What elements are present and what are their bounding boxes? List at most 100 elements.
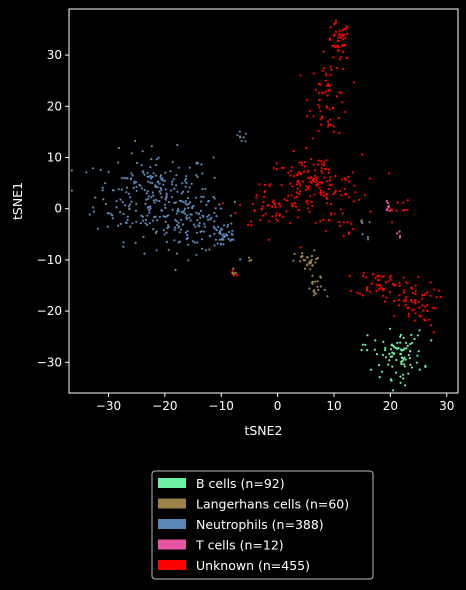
- data-point: [305, 115, 309, 118]
- data-point: [370, 282, 373, 285]
- data-point: [296, 216, 299, 219]
- data-point: [313, 193, 316, 196]
- data-point: [172, 178, 175, 181]
- data-point: [371, 273, 374, 276]
- data-point: [341, 178, 344, 181]
- data-point: [329, 179, 332, 182]
- data-point: [145, 198, 148, 201]
- data-point: [396, 201, 400, 204]
- data-point: [308, 287, 311, 290]
- data-point: [229, 239, 232, 242]
- data-point: [195, 253, 198, 256]
- points-layer: [70, 19, 442, 392]
- data-point: [418, 306, 421, 309]
- data-point: [316, 256, 320, 260]
- data-point: [131, 174, 134, 177]
- data-point: [375, 289, 378, 293]
- data-point: [433, 307, 436, 310]
- data-point: [251, 202, 254, 205]
- data-point: [144, 202, 147, 206]
- data-point: [217, 232, 221, 235]
- data-point: [199, 216, 202, 219]
- data-point: [232, 272, 235, 275]
- data-point: [176, 143, 179, 147]
- data-point: [402, 373, 405, 376]
- data-point: [329, 203, 332, 206]
- data-point: [151, 181, 154, 184]
- data-point: [327, 84, 330, 87]
- data-point: [325, 193, 328, 196]
- data-point: [275, 214, 278, 217]
- data-point: [403, 365, 406, 368]
- data-point: [312, 163, 315, 166]
- data-point: [212, 195, 215, 198]
- data-point: [130, 152, 133, 155]
- data-point: [212, 156, 215, 159]
- data-point: [418, 368, 421, 371]
- data-point: [271, 200, 274, 203]
- data-point: [338, 34, 341, 37]
- data-point: [409, 343, 412, 346]
- data-point: [299, 172, 302, 175]
- data-point: [411, 309, 414, 312]
- data-point: [234, 271, 237, 275]
- data-point: [175, 219, 178, 223]
- data-point: [236, 134, 239, 137]
- data-point: [226, 223, 230, 226]
- data-point: [299, 184, 302, 187]
- data-point: [402, 299, 405, 302]
- data-point: [308, 210, 311, 213]
- data-point: [361, 153, 364, 156]
- data-point: [290, 166, 293, 169]
- data-point: [157, 180, 160, 183]
- data-point: [271, 215, 274, 218]
- data-point: [310, 176, 313, 179]
- data-point: [413, 319, 416, 322]
- data-point: [146, 223, 149, 226]
- data-point: [118, 146, 121, 150]
- data-point: [296, 183, 299, 186]
- data-point: [141, 170, 144, 173]
- data-point: [117, 224, 120, 227]
- data-point: [125, 191, 128, 194]
- data-point: [94, 196, 97, 199]
- data-point: [290, 202, 294, 205]
- x-tick-label: −10: [209, 399, 234, 413]
- data-point: [167, 248, 170, 251]
- data-point: [314, 292, 317, 295]
- data-point: [119, 198, 122, 201]
- data-point: [323, 161, 326, 164]
- data-point: [344, 179, 347, 182]
- data-point: [276, 219, 279, 222]
- data-point: [408, 357, 411, 360]
- data-point: [413, 337, 416, 341]
- data-point: [187, 243, 190, 246]
- y-tick-label: −30: [37, 355, 62, 369]
- data-point: [180, 218, 183, 221]
- data-point: [140, 187, 144, 190]
- data-point: [325, 230, 328, 233]
- data-point: [222, 243, 225, 246]
- data-point: [396, 341, 399, 344]
- data-point: [167, 201, 171, 204]
- data-point: [192, 204, 195, 207]
- x-tick-label: −30: [96, 399, 121, 413]
- data-point: [283, 198, 286, 201]
- data-point: [348, 274, 351, 277]
- data-point: [293, 252, 296, 255]
- data-point: [162, 215, 165, 218]
- data-point: [128, 207, 131, 210]
- data-point: [295, 205, 298, 208]
- data-point: [213, 220, 216, 223]
- data-point: [125, 221, 128, 224]
- data-point: [374, 339, 377, 342]
- legend-swatch: [158, 539, 186, 550]
- data-point: [134, 209, 138, 212]
- data-point: [407, 353, 410, 357]
- data-point: [120, 188, 123, 191]
- data-point: [304, 259, 307, 262]
- data-point: [166, 227, 169, 230]
- data-point: [201, 188, 204, 191]
- data-point: [171, 208, 174, 211]
- data-point: [406, 281, 409, 284]
